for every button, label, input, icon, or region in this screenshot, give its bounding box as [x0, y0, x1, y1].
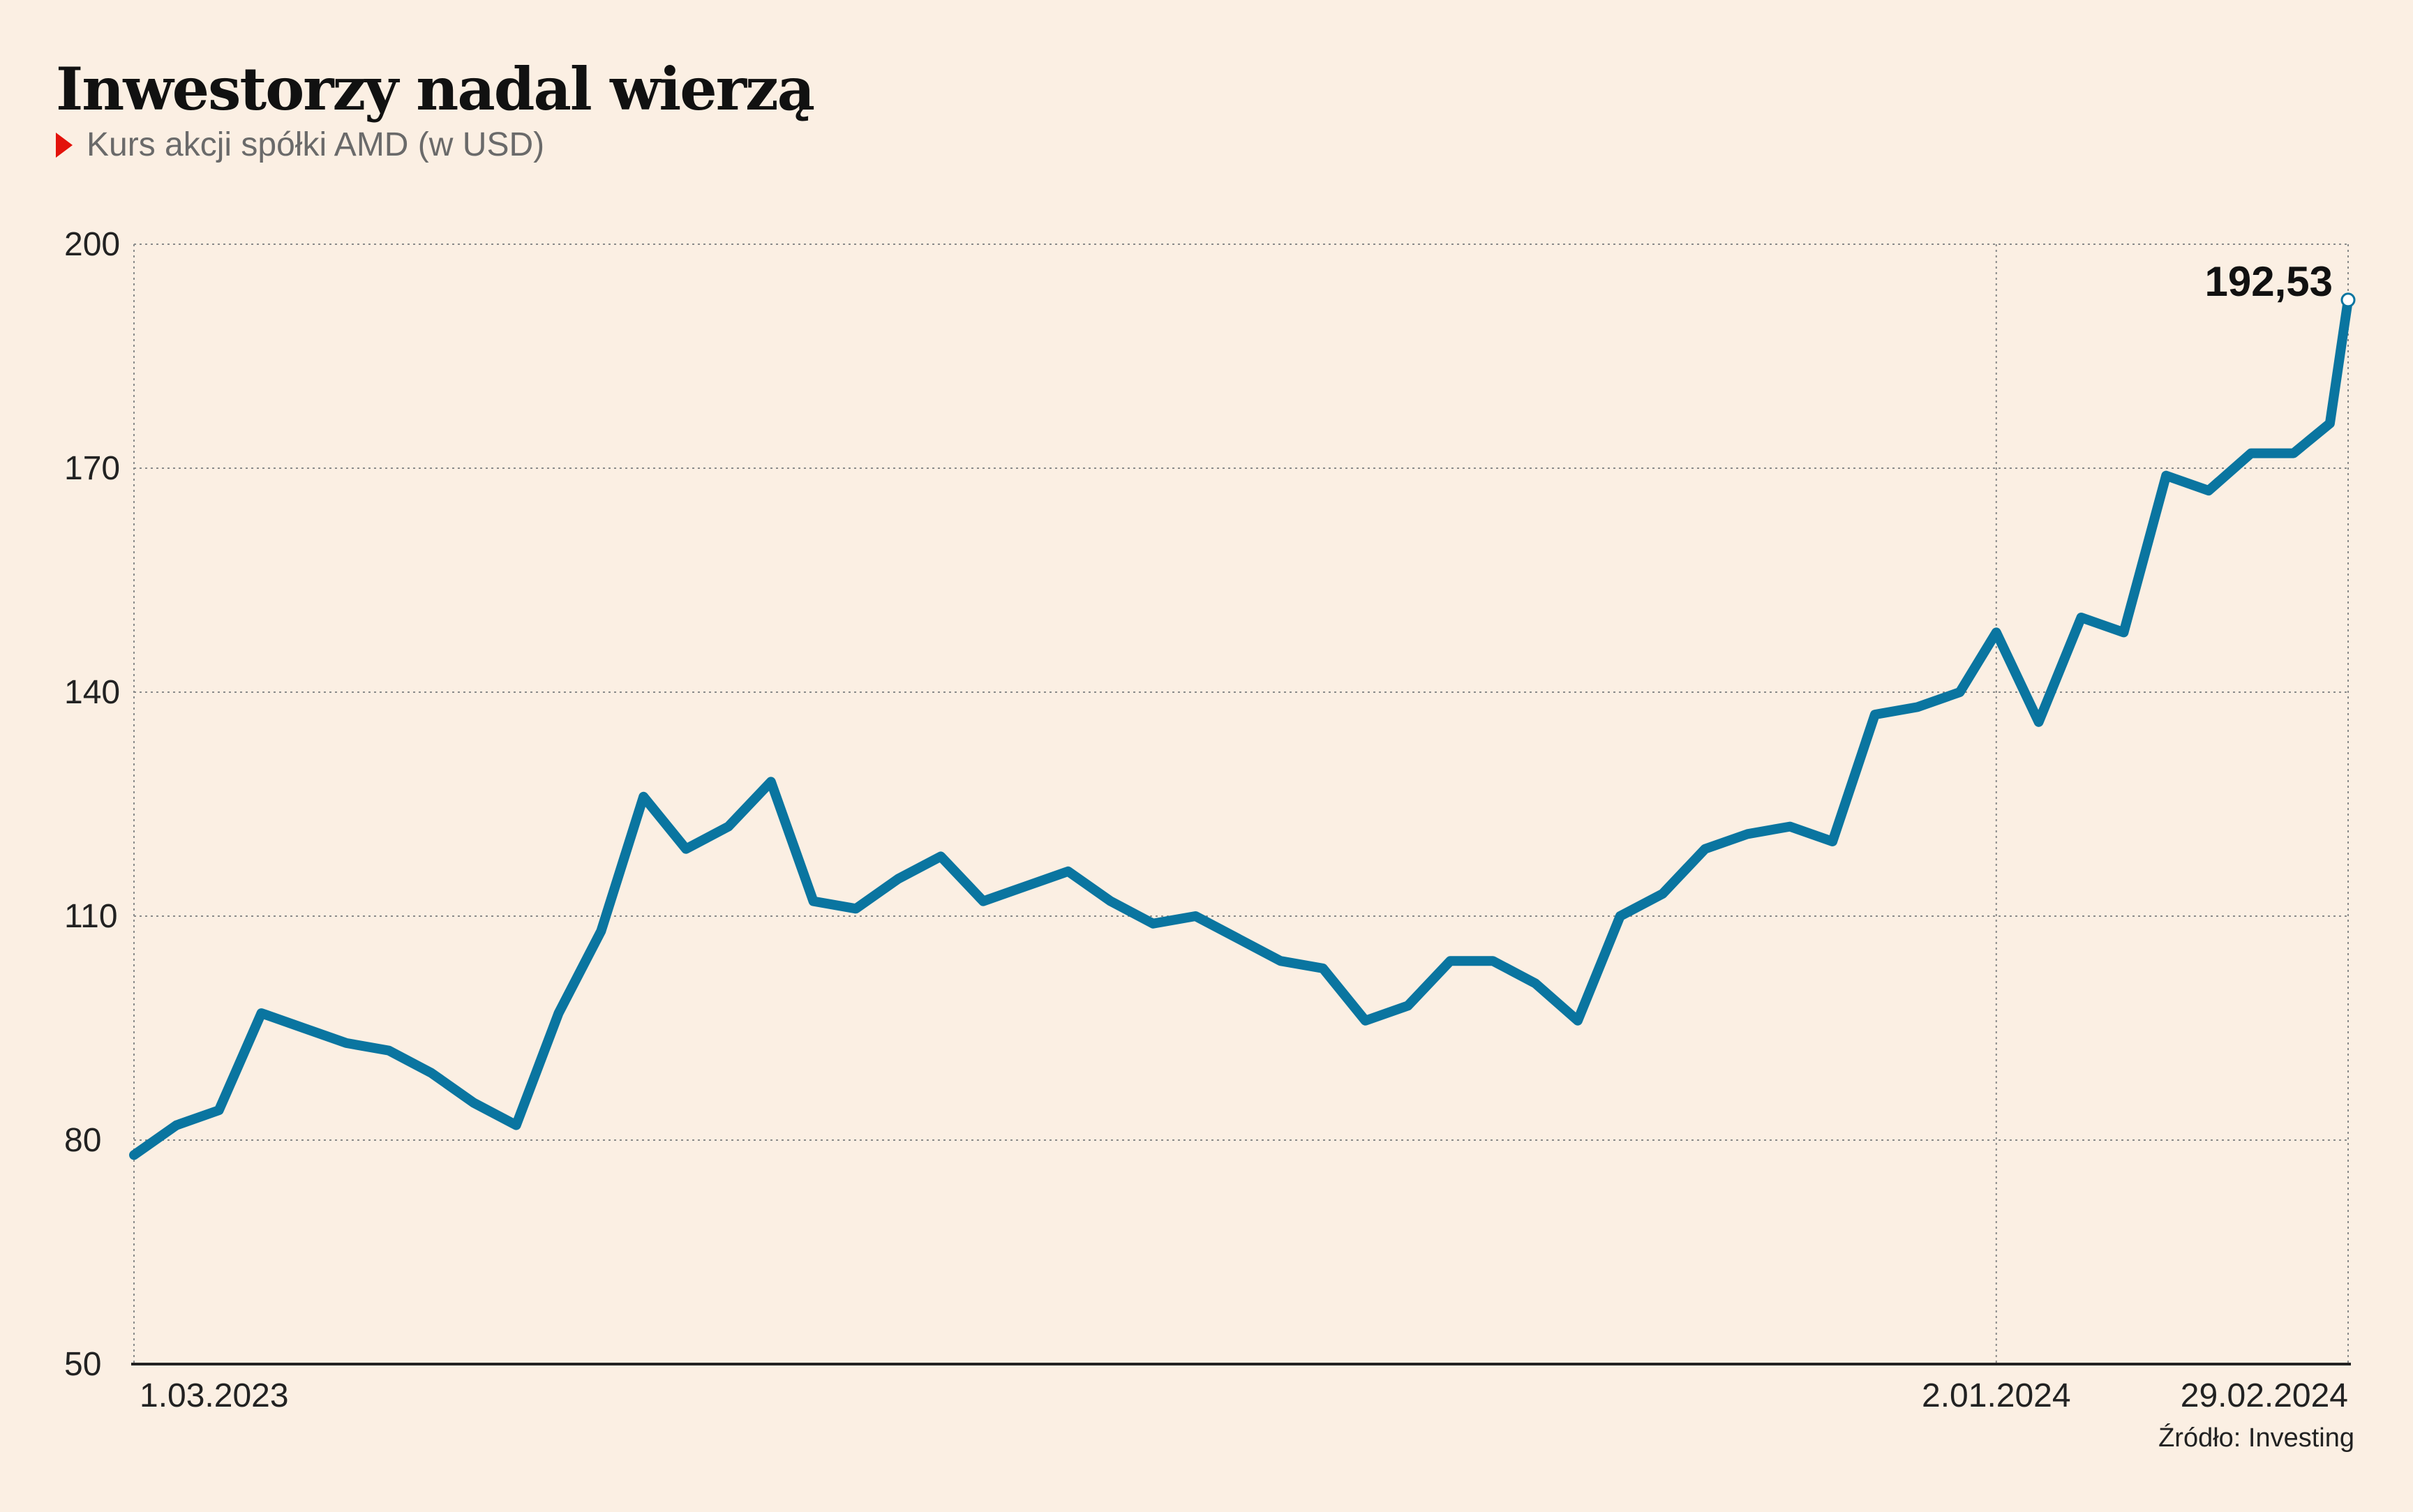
last-point-marker	[2340, 292, 2356, 308]
x-tick-label-1: 2.01.2024	[1922, 1377, 2071, 1414]
data-point	[133, 1153, 135, 1157]
data-point	[1364, 1019, 1367, 1022]
data-point	[429, 1071, 433, 1075]
data-point	[1915, 705, 1919, 709]
data-point	[2165, 474, 2168, 477]
data-point	[599, 929, 603, 933]
data-point	[2249, 451, 2253, 455]
data-point	[1534, 982, 1537, 985]
data-point	[2328, 421, 2331, 425]
data-point	[1151, 922, 1155, 925]
red-triangle-icon	[56, 132, 73, 158]
data-point	[1406, 1004, 1410, 1008]
data-point	[1576, 1019, 1579, 1022]
data-point	[174, 1123, 178, 1127]
data-point	[557, 1012, 560, 1015]
data-point	[1703, 847, 1707, 851]
data-point	[726, 825, 730, 828]
y-tick-label-80: 80	[64, 1122, 101, 1159]
data-point	[939, 855, 943, 858]
data-point	[2122, 631, 2126, 634]
y-tick-label-140: 140	[64, 674, 120, 711]
data-point	[1958, 691, 1962, 694]
data-point	[1661, 892, 1664, 895]
data-point	[1024, 885, 1027, 888]
data-point	[1994, 631, 1998, 634]
price-line	[129, 294, 2353, 1160]
data-point	[1618, 915, 1622, 918]
data-point	[854, 907, 858, 911]
data-point	[982, 899, 985, 903]
chart-title: Inwestorzy nadal wierzą	[56, 54, 815, 123]
data-point	[260, 1012, 263, 1015]
data-point	[897, 877, 900, 881]
last-value-label: 192,53	[2204, 258, 2333, 305]
data-point	[685, 847, 688, 851]
data-point	[642, 795, 645, 798]
data-point	[2079, 616, 2083, 619]
data-point	[1873, 713, 1876, 717]
data-point	[812, 899, 815, 903]
data-point	[1279, 959, 1283, 963]
data-point	[1831, 840, 1835, 843]
data-point	[387, 1049, 391, 1052]
data-point	[1746, 832, 1749, 836]
y-tick-label-170: 170	[64, 450, 120, 487]
data-point	[302, 1026, 306, 1030]
data-point	[345, 1041, 348, 1045]
x-tick-label-0: 1.03.2023	[140, 1377, 289, 1414]
data-point	[1066, 869, 1070, 873]
y-tick-label-200: 200	[64, 226, 120, 263]
data-point	[1788, 825, 1792, 828]
data-point	[1321, 966, 1324, 970]
source-note: Źródło: Investing	[2158, 1423, 2354, 1453]
data-point	[2037, 720, 2040, 724]
data-point	[769, 780, 772, 784]
y-tick-label-50: 50	[64, 1346, 101, 1383]
data-point	[1449, 959, 1452, 963]
y-tick-label-110: 110	[64, 898, 118, 935]
data-point	[1194, 915, 1197, 918]
data-point	[217, 1109, 221, 1112]
data-point	[1491, 959, 1495, 963]
data-point	[1237, 937, 1240, 941]
subtitle-text: Kurs akcji spółki AMD (w USD)	[87, 126, 545, 163]
chart-subtitle: Kurs akcji spółki AMD (w USD)	[56, 126, 544, 164]
data-point	[472, 1101, 475, 1105]
x-tick-label-2: 29.02.2024	[2181, 1377, 2348, 1414]
data-point	[2292, 451, 2295, 455]
data-point	[2207, 489, 2211, 493]
data-point	[514, 1123, 518, 1127]
data-point	[1109, 899, 1112, 903]
